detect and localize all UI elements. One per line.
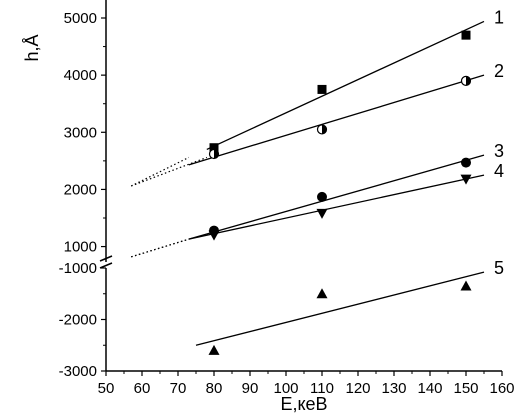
series-label: 5 — [494, 258, 504, 278]
data-point-series-5 — [316, 288, 328, 299]
x-tick-label: 160 — [489, 380, 514, 397]
marker-fill — [214, 149, 219, 159]
labels: E,кеВ h,Å — [22, 34, 328, 414]
y-tick-label: 1000 — [64, 239, 97, 256]
data-point-series-1 — [209, 143, 219, 153]
series-label: 2 — [494, 61, 504, 81]
extrapolation-line-series-1 — [130, 156, 208, 187]
fit-line-series-1 — [206, 20, 485, 151]
y-tick-label: 2000 — [64, 181, 97, 198]
data-point-series-1 — [317, 84, 327, 94]
data-point-series-4 — [316, 208, 328, 219]
axis-break-mark — [99, 255, 113, 262]
x-tick-label: 130 — [381, 380, 406, 397]
fit-line-series-5 — [195, 271, 485, 346]
x-tick-label: 60 — [134, 380, 151, 397]
fit-line-series-4 — [188, 174, 485, 240]
data-point-series-5 — [208, 344, 220, 355]
series-label: 3 — [494, 141, 504, 161]
series-label: 4 — [494, 161, 504, 181]
x-tick-label: 90 — [242, 380, 259, 397]
fit-lines — [130, 20, 485, 346]
data-markers: 1 2 34 5 — [208, 7, 504, 355]
data-point-series-3 — [461, 157, 471, 168]
x-tick-label: 50 — [98, 380, 115, 397]
data-point-series-5 — [460, 280, 472, 291]
extrapolation-line-series-4 — [131, 238, 189, 258]
fit-line-series-3 — [188, 154, 485, 240]
x-tick-label: 70 — [170, 380, 187, 397]
x-tick-label: 80 — [206, 380, 223, 397]
marker-fill — [466, 76, 471, 86]
y-tick-label: 3000 — [64, 124, 97, 141]
axis-break-mark — [99, 262, 113, 269]
x-tick-label: 140 — [417, 380, 442, 397]
data-point-series-2 — [316, 124, 328, 135]
x-tick-label: 100 — [273, 380, 298, 397]
y-tick-label: -3000 — [59, 363, 97, 380]
marker-fill — [322, 124, 327, 134]
x-tick-label: 120 — [345, 380, 370, 397]
x-tick-label: 110 — [310, 380, 334, 397]
fit-line-series-2 — [188, 74, 485, 166]
data-point-series-2 — [208, 148, 220, 160]
series-label: 1 — [494, 7, 504, 27]
y-axis-title: h,Å — [22, 34, 42, 61]
x-axis-title: E,кеВ — [280, 394, 327, 414]
data-point-series-4 — [208, 230, 220, 241]
data-point-series-4 — [460, 174, 472, 185]
data-point-series-1 — [461, 30, 471, 40]
data-point-series-3 — [317, 191, 327, 202]
y-tick-label: 4000 — [64, 67, 97, 84]
y-tick-label: -1000 — [59, 260, 97, 277]
extrapolation-line-series-2 — [130, 156, 190, 187]
data-point-series-2 — [460, 75, 472, 86]
axes: 50 60 70 80 90 100 110 120 130 140 150 160 1000 2000 3… — [59, 0, 515, 397]
y-tick-label: 5000 — [64, 10, 97, 27]
y-tick-label: -2000 — [59, 312, 97, 329]
x-tick-label: 150 — [453, 380, 478, 397]
